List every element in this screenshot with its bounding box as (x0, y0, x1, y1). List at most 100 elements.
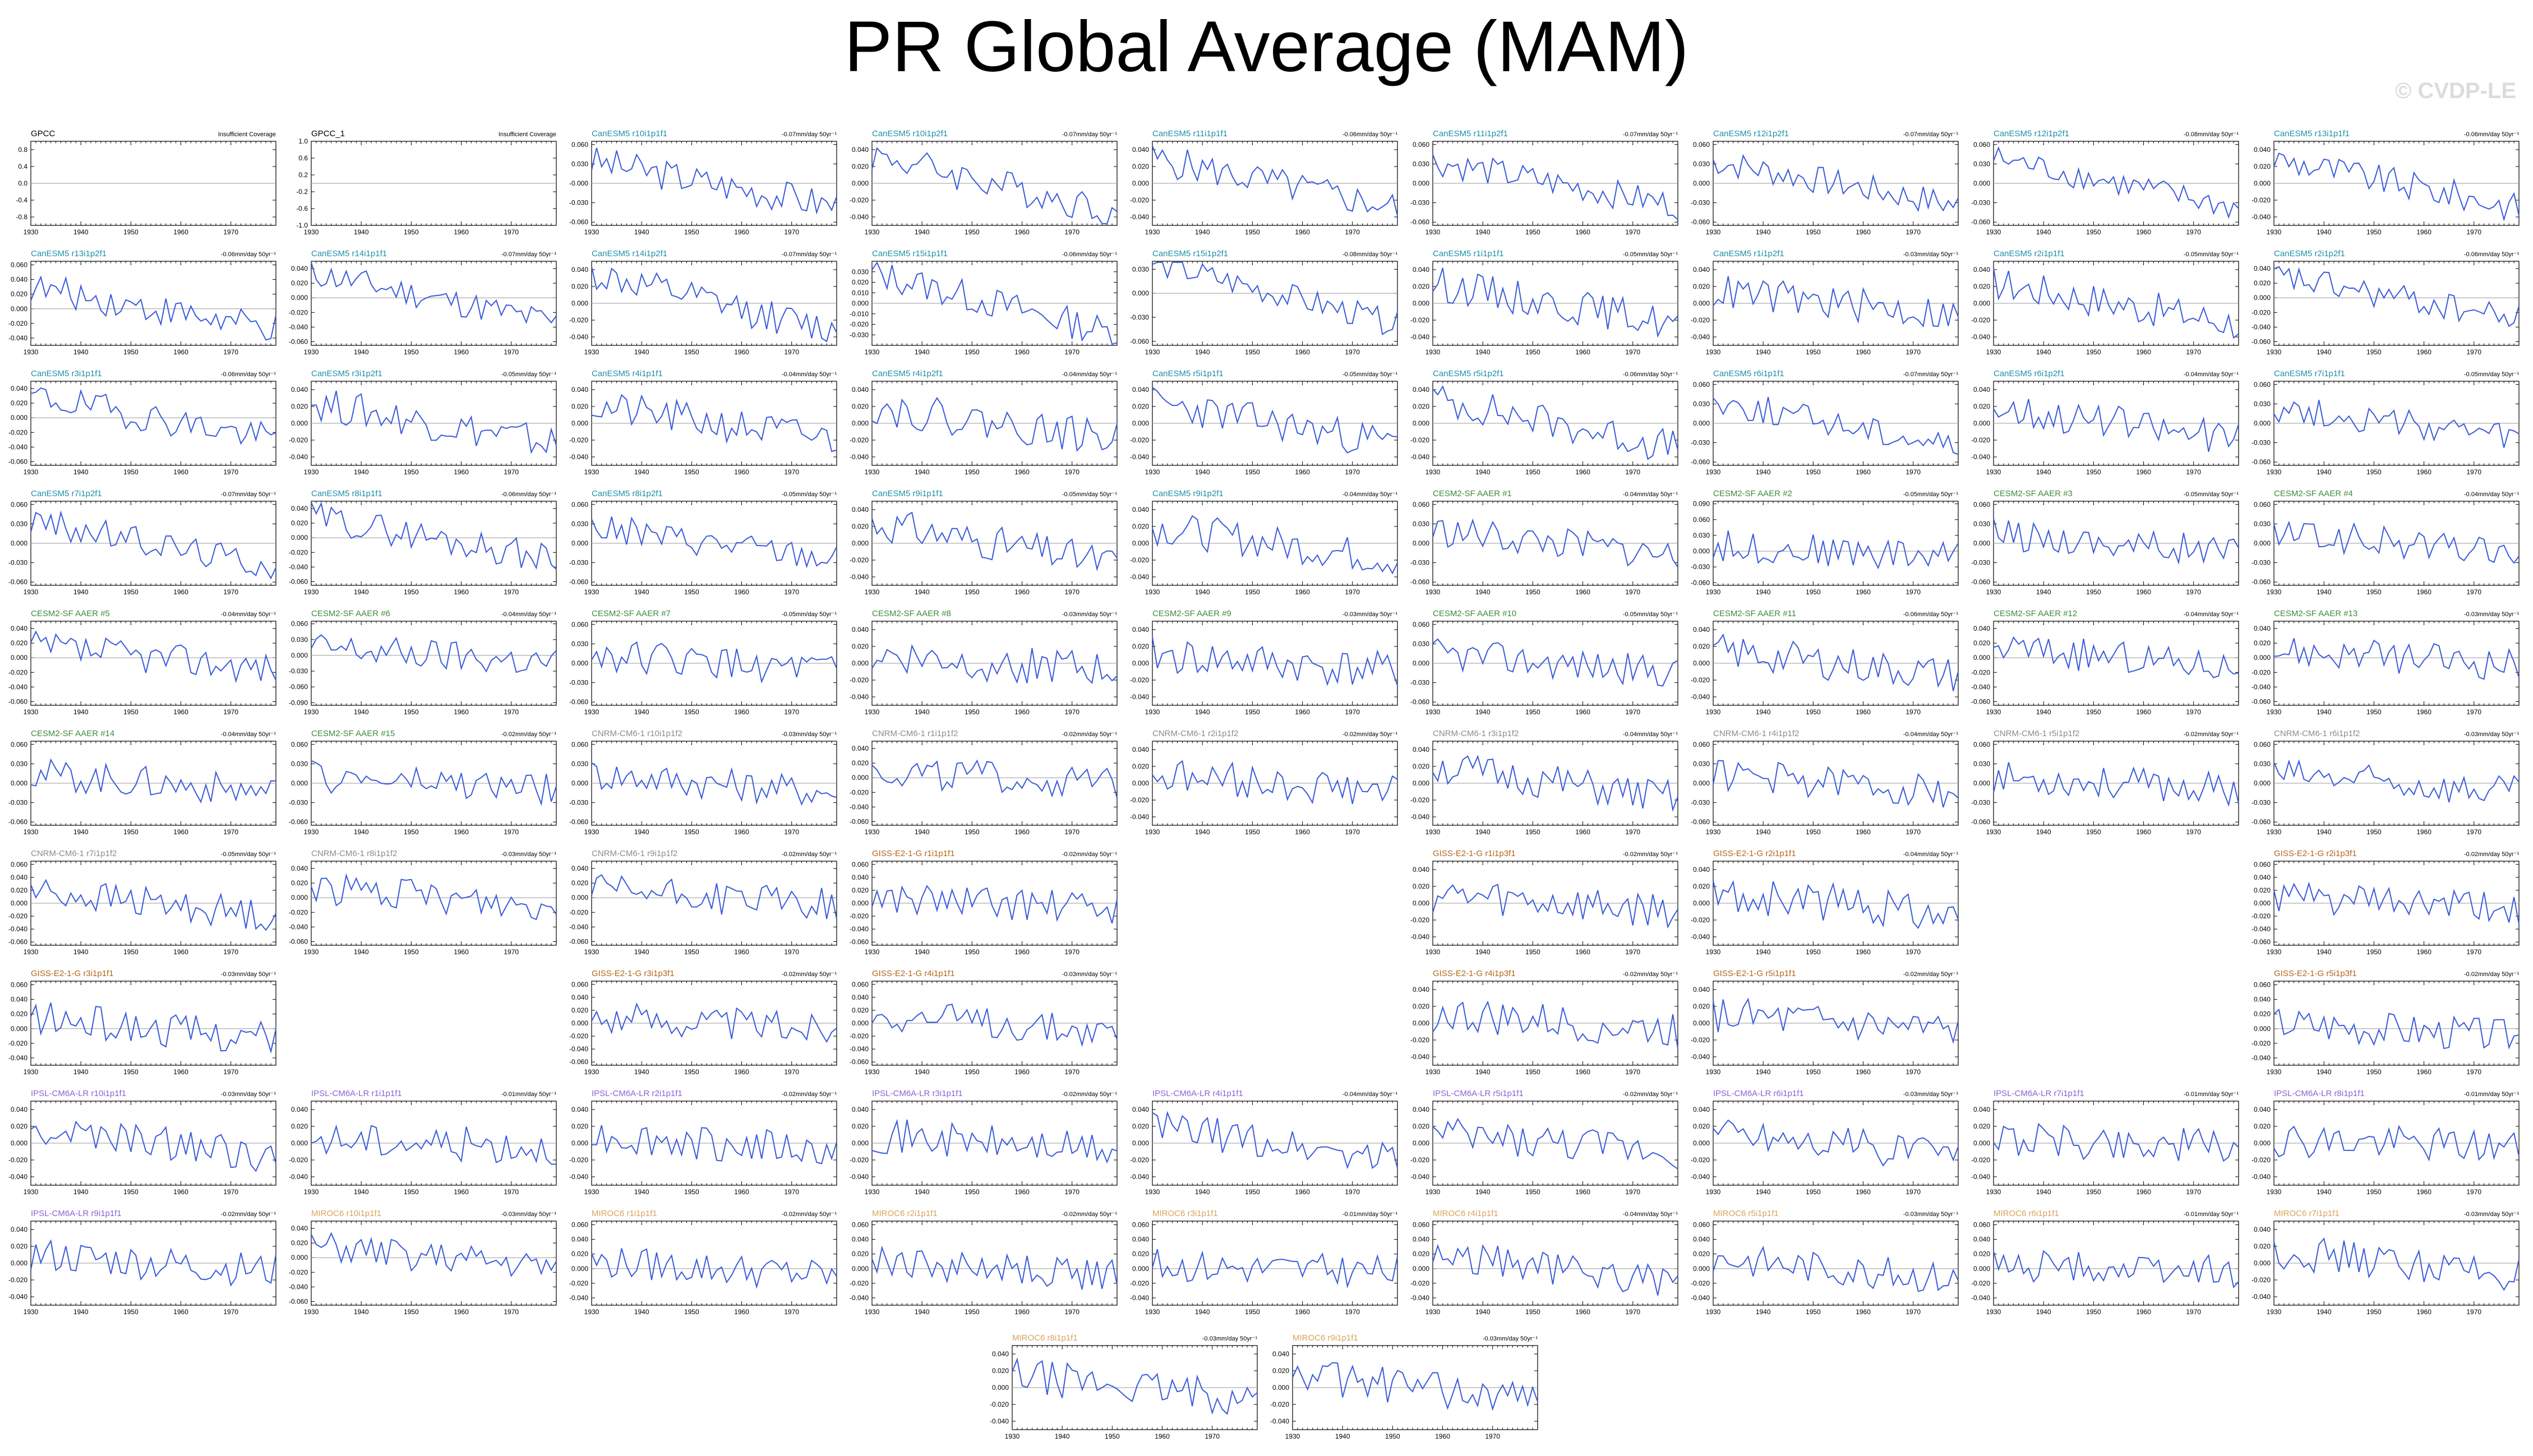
series-line (30, 275, 276, 341)
x-tick-label: 1940 (915, 588, 930, 596)
x-tick-label: 1960 (2416, 588, 2432, 596)
y-tick-label: 0.8 (18, 146, 27, 154)
y-tick-label: 0.000 (11, 654, 27, 662)
x-tick-label: 1970 (1625, 348, 1640, 356)
series-line (2273, 266, 2520, 327)
x-tick-label: 1930 (2267, 228, 2282, 236)
plot-panel: CanESM5 r4i1p2f1 -0.04mm/day 50yr⁻¹ 0.040 0… (850, 369, 1118, 476)
x-tick-label: 1930 (1145, 228, 1160, 236)
series-line (1993, 518, 2239, 565)
series-line (591, 516, 837, 568)
y-tick-label: -0.030 (1410, 559, 1429, 567)
x-tick-label: 1960 (734, 708, 749, 716)
panel-trend-label: -0.06mm/day 50yr⁻¹ (1342, 131, 1397, 138)
y-tick-label: -0.020 (850, 556, 869, 564)
panel-title: CanESM5 r13i1p1f1 (2274, 129, 2350, 138)
x-tick-label: 1940 (915, 468, 930, 476)
x-tick-label: 1950 (1245, 228, 1260, 236)
x-tick-label: 1930 (304, 588, 319, 596)
y-tick-label: -0.020 (8, 668, 27, 676)
x-tick-label: 1930 (584, 468, 599, 476)
panel-trend-label: Insufficient Coverage (218, 131, 276, 138)
x-tick-label: 1970 (784, 348, 799, 356)
y-tick-label: -0.060 (2251, 578, 2271, 586)
plot-panel: CanESM5 r12i1p2f1 -0.08mm/day 50yr⁻¹ 0.060… (1971, 129, 2239, 236)
x-tick-label: 1970 (2186, 228, 2201, 236)
watermark: © CVDP-LE (2395, 78, 2516, 104)
panel-title: CanESM5 r4i1p2f1 (872, 369, 943, 378)
series-line (1993, 399, 2239, 452)
x-tick-label: 1940 (73, 348, 89, 356)
series-line (1993, 267, 2239, 339)
y-tick-label: -0.020 (1971, 316, 1990, 324)
y-tick-label: -0.040 (2251, 323, 2271, 331)
x-tick-label: 1930 (1706, 588, 1721, 596)
x-tick-label: 1950 (1525, 228, 1540, 236)
y-tick-label: -0.040 (569, 333, 588, 341)
y-tick-label: -0.040 (850, 693, 869, 701)
y-tick-label: 0.040 (291, 505, 308, 512)
x-tick-label: 1960 (1856, 348, 1871, 356)
plot-panel: CanESM5 r1i1p2f1 -0.03mm/day 50yr⁻¹ 0.040 0… (1691, 249, 1959, 356)
x-tick-label: 1960 (734, 588, 749, 596)
x-tick-label: 1960 (1295, 348, 1310, 356)
x-tick-label: 1950 (1245, 468, 1260, 476)
y-tick-label: -0.020 (8, 320, 27, 327)
series-line (871, 511, 1118, 572)
x-tick-label: 1960 (734, 228, 749, 236)
y-tick-label: -0.020 (289, 308, 308, 316)
x-tick-label: 1930 (304, 228, 319, 236)
y-tick-label: -0.020 (1130, 556, 1149, 564)
y-tick-label: 0.000 (1413, 299, 1429, 307)
x-tick-label: 1950 (965, 588, 980, 596)
y-tick-label: -0.040 (1130, 573, 1149, 581)
plot-panel: CESM2-SF AAER #7 -0.05mm/day 50yr⁻¹ 0.060 0… (569, 609, 837, 716)
y-tick-label: 0.020 (1132, 163, 1149, 170)
x-tick-label: 1950 (404, 588, 419, 596)
panel-title: CanESM5 r15i1p1f1 (872, 249, 948, 258)
x-tick-label: 1930 (865, 468, 880, 476)
plot-panel: GPCC Insufficient Coverage 0.8 0.4 0.0 -0.4 -0… (16, 129, 276, 236)
x-tick-label: 1930 (1425, 348, 1441, 356)
x-tick-label: 1940 (354, 588, 369, 596)
x-tick-label: 1960 (454, 708, 469, 716)
y-tick-label: 0.060 (1973, 141, 1990, 149)
plot-panel: CESM2-SF AAER #6 -0.04mm/day 50yr⁻¹ 0.060 0… (289, 609, 557, 716)
y-tick-label: -0.040 (1691, 333, 1710, 341)
series-line (1152, 387, 1398, 454)
x-tick-label: 1940 (2036, 228, 2051, 236)
y-tick-label: 0.000 (852, 419, 869, 427)
x-tick-label: 1950 (1525, 348, 1540, 356)
y-tick-label: -0.060 (2251, 458, 2271, 466)
panel-trend-label: -0.06mm/day 50yr⁻¹ (221, 371, 276, 378)
x-tick-label: 1930 (1986, 468, 2001, 476)
x-tick-label: 1940 (634, 468, 649, 476)
y-tick-label: -0.040 (1410, 333, 1429, 341)
x-tick-label: 1940 (73, 708, 89, 716)
x-tick-label: 1950 (965, 348, 980, 356)
x-tick-label: 1970 (223, 588, 238, 596)
y-tick-label: -0.030 (1691, 439, 1710, 447)
y-tick-label: 0.000 (1973, 299, 1990, 307)
x-tick-label: 1960 (1295, 588, 1310, 596)
panel-trend-label: -0.06mm/day 50yr⁻¹ (2464, 251, 2519, 258)
x-tick-label: 1940 (354, 468, 369, 476)
panel-trend-label: -0.05mm/day 50yr⁻¹ (1623, 251, 1678, 258)
x-tick-label: 1940 (354, 708, 369, 716)
y-tick-label: 0.040 (852, 626, 869, 634)
y-tick-label: -0.030 (569, 199, 588, 207)
x-tick-label: 1960 (1575, 588, 1590, 596)
x-tick-label: 1930 (865, 348, 880, 356)
y-tick-label: -0.8 (16, 213, 27, 221)
x-tick-label: 1970 (1064, 348, 1079, 356)
y-tick-label: 0.020 (1413, 403, 1429, 410)
y-tick-label: 0.030 (571, 160, 588, 168)
x-tick-label: 1930 (1706, 348, 1721, 356)
x-tick-label: 1950 (1245, 588, 1260, 596)
y-tick-label: -0.060 (1971, 218, 1990, 226)
x-tick-label: 1970 (223, 228, 238, 236)
panel-title: CanESM5 r12i1p2f1 (1994, 129, 2069, 138)
panel-title: CanESM5 r8i1p1f1 (311, 489, 382, 498)
y-tick-label: 0.040 (1132, 506, 1149, 514)
